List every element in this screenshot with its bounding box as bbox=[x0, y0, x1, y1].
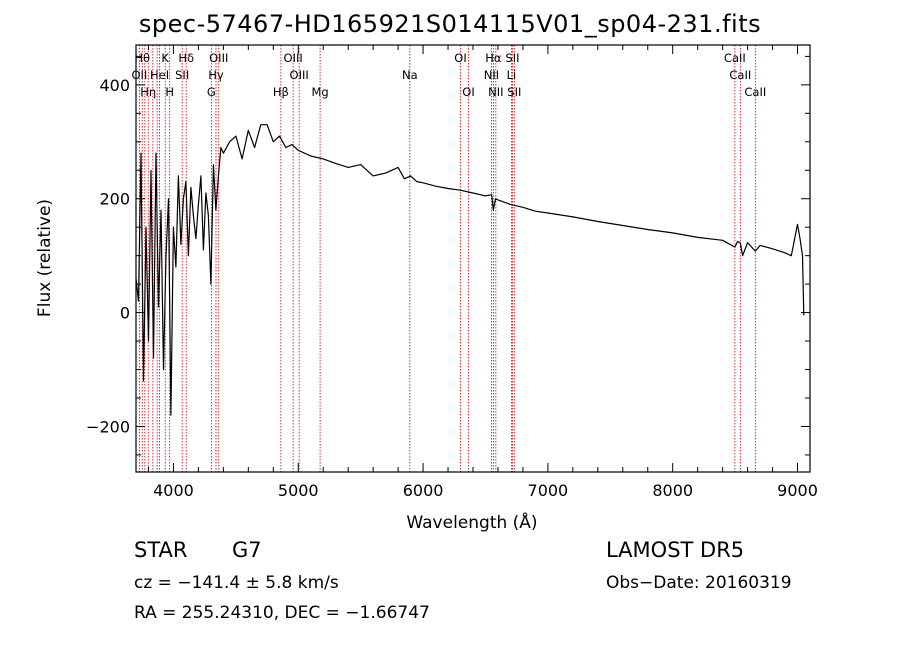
line-label-hθ: Hθ bbox=[134, 51, 150, 65]
line-label-oiii: OIII bbox=[290, 68, 309, 82]
x-tick-label: 6000 bbox=[403, 481, 444, 500]
line-label-li: Li bbox=[507, 68, 517, 82]
line-label-nii: NII bbox=[488, 85, 503, 99]
line-label-hei: HeI bbox=[150, 68, 169, 82]
x-tick-label: 4000 bbox=[153, 481, 194, 500]
flux-series-line bbox=[135, 124, 805, 416]
spectral-line-markers bbox=[138, 45, 756, 472]
line-label-oiii: OIII bbox=[284, 51, 303, 65]
observation-date: Obs−Date: 20160319 bbox=[606, 573, 792, 593]
y-tick-label: 0 bbox=[120, 304, 130, 323]
line-label-hα: Hα bbox=[485, 51, 502, 65]
object-class: STAR bbox=[134, 538, 188, 562]
line-label-g: G bbox=[207, 85, 216, 99]
line-label-oi: OI bbox=[454, 51, 466, 65]
line-label-caii: CaII bbox=[729, 68, 751, 82]
line-label-hδ: Hδ bbox=[178, 51, 194, 65]
line-label-hγ: Hγ bbox=[208, 68, 224, 82]
line-label-sii: SII bbox=[175, 68, 189, 82]
line-label-oi: OI bbox=[462, 85, 474, 99]
y-axis-label: Flux (relative) bbox=[35, 199, 55, 317]
redshift-velocity: cz = −141.4 ± 5.8 km/s bbox=[134, 573, 339, 593]
y-tick-label: −200 bbox=[86, 417, 130, 436]
coordinates: RA = 255.24310, DEC = −1.66747 bbox=[134, 603, 430, 623]
line-label-oii: OII bbox=[131, 68, 147, 82]
object-subclass: G7 bbox=[232, 538, 262, 562]
line-label-h: H bbox=[165, 85, 174, 99]
line-label-na: Na bbox=[402, 68, 418, 82]
x-tick-label: 7000 bbox=[528, 481, 569, 500]
x-tick-label: 8000 bbox=[652, 481, 693, 500]
line-label-k: K bbox=[161, 51, 169, 65]
survey-name: LAMOST DR5 bbox=[606, 538, 745, 562]
x-tick-label: 9000 bbox=[777, 481, 818, 500]
y-tick-label: 400 bbox=[99, 76, 130, 95]
line-label-nii: NII bbox=[484, 68, 499, 82]
y-tick-label: 200 bbox=[99, 190, 130, 209]
x-axis-ticks: 4000 5000 6000 7000 8000 9000 bbox=[147, 45, 818, 500]
line-label-hη: Hη bbox=[140, 85, 156, 99]
chart-title: spec-57467-HD165921S014115V01_sp04-231.f… bbox=[138, 10, 762, 38]
x-tick-label: 5000 bbox=[278, 481, 319, 500]
line-label-caii: CaII bbox=[744, 85, 766, 99]
line-label-mg: Mg bbox=[311, 85, 328, 99]
line-label-oiii: OIII bbox=[209, 51, 228, 65]
line-label-caii: CaII bbox=[724, 51, 746, 65]
line-label-sii: SII bbox=[505, 51, 519, 65]
line-label-hβ: Hβ bbox=[273, 85, 289, 99]
plot-frame bbox=[135, 44, 811, 473]
y-axis-ticks: −200 0 200 400 bbox=[86, 55, 810, 456]
line-label-sii: SII bbox=[507, 85, 521, 99]
x-axis-label: Wavelength (Å) bbox=[406, 511, 537, 533]
